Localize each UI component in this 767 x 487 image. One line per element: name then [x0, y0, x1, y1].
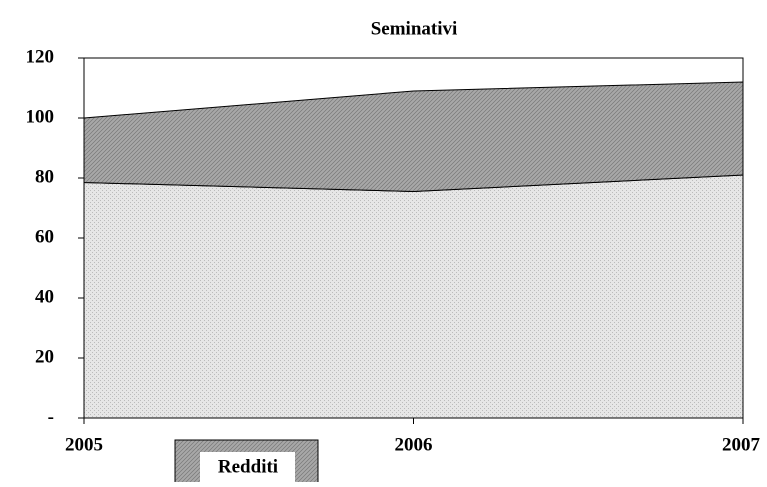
- y-tick-label: 80: [35, 166, 54, 187]
- x-tick-label: 2007: [722, 434, 761, 455]
- y-tick-label: 40: [35, 286, 54, 307]
- y-tick-label: 20: [35, 346, 54, 367]
- y-tick-label: 120: [26, 46, 55, 67]
- chart-title: Seminativi: [371, 18, 458, 39]
- legend-label: Redditi: [218, 456, 278, 477]
- y-tick-label: -: [48, 406, 54, 427]
- x-tick-label: 2006: [395, 434, 433, 455]
- area: [83, 81, 744, 193]
- y-tick-label: 100: [26, 106, 55, 127]
- legend-label-bg: [200, 452, 295, 487]
- y-tick-label: 60: [35, 226, 54, 247]
- x-tick-label: 2005: [65, 434, 103, 455]
- area: [83, 174, 744, 419]
